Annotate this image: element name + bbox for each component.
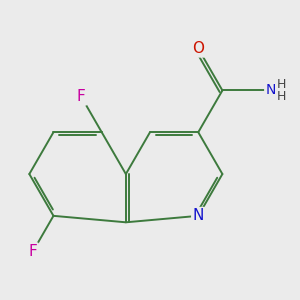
Text: N: N <box>193 208 204 223</box>
Text: N: N <box>266 83 276 98</box>
Text: F: F <box>77 89 85 104</box>
Text: H: H <box>277 90 286 103</box>
Text: O: O <box>192 41 204 56</box>
Text: H: H <box>277 78 286 91</box>
Text: F: F <box>28 244 37 259</box>
